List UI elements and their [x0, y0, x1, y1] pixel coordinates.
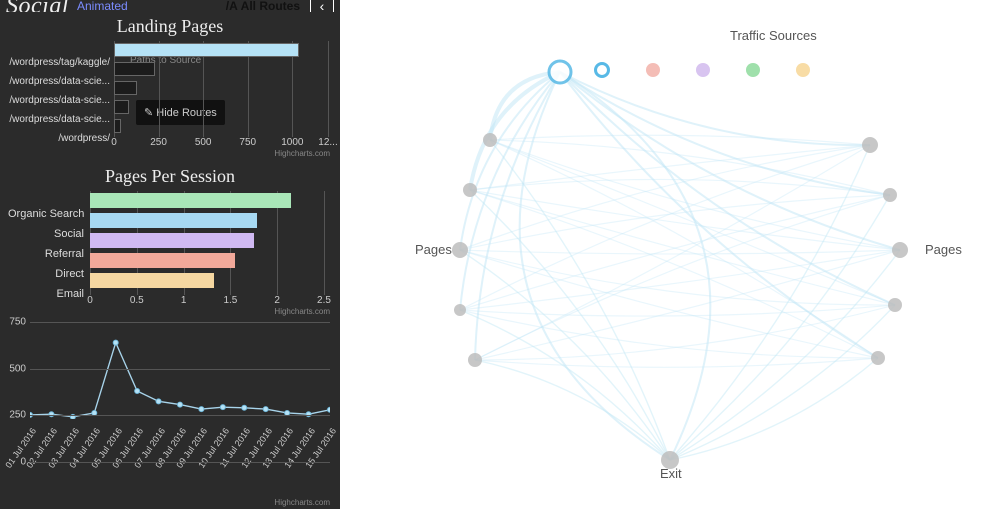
- collapse-button[interactable]: ‹: [310, 0, 334, 12]
- landing-bar-label: /wordpress/data-scie...: [8, 95, 114, 106]
- pps-title: Pages Per Session: [4, 166, 336, 187]
- pps-bar-label: Direct: [8, 268, 90, 280]
- topbar: Social Animated /A All Routes ‹: [0, 0, 340, 12]
- landing-xaxis: 0250500750100012...: [114, 137, 328, 151]
- chart-credit: Highcharts.com: [4, 498, 336, 507]
- landing-bar[interactable]: /wordpress/data-scie...: [114, 62, 155, 76]
- pps-bar-label: Social: [8, 228, 90, 240]
- pps-panel: Pages Per Session 00.511.522.5 Organic S…: [0, 162, 340, 320]
- landing-chart: 0250500750100012... /wordpress/tag/kaggl…: [114, 41, 328, 151]
- pps-xaxis: 00.511.522.5: [90, 295, 324, 309]
- pps-bar[interactable]: Direct: [90, 253, 235, 268]
- timeline-panel: 0250500750 01 Jul 201602 Jul 201603 Jul …: [0, 320, 340, 509]
- pps-bar[interactable]: Referral: [90, 233, 254, 248]
- landing-pages-panel: Landing Pages 0250500750100012... /wordp…: [0, 12, 340, 162]
- pps-bar-label: Referral: [8, 248, 90, 260]
- landing-bar[interactable]: /wordpress/tag/kaggle/: [114, 43, 299, 57]
- network-view[interactable]: Traffic Sources Pages Pages Exit: [340, 0, 1000, 509]
- landing-title: Landing Pages: [4, 16, 336, 37]
- landing-bar[interactable]: /wordpress/data-scie...: [114, 100, 129, 114]
- all-routes-toggle[interactable]: /A All Routes: [226, 0, 300, 12]
- landing-bar-label: /wordpress/data-scie...: [8, 76, 114, 87]
- landing-bar-label: /wordpress/tag/kaggle/: [8, 57, 114, 68]
- landing-bar-label: /wordpress/: [8, 133, 114, 144]
- timeline-chart: 0250500750 01 Jul 201602 Jul 201603 Jul …: [30, 322, 330, 462]
- landing-bar-label: /wordpress/data-scie...: [8, 114, 114, 125]
- network-svg: [340, 0, 1000, 509]
- sidebar: Social Animated /A All Routes ‹ Paths to…: [0, 0, 340, 509]
- pps-bar[interactable]: Social: [90, 213, 257, 228]
- pps-bar-label: Organic Search: [8, 208, 90, 220]
- landing-bar[interactable]: /wordpress/: [114, 119, 121, 133]
- pps-bar[interactable]: Email: [90, 273, 214, 288]
- chevron-left-icon: ‹: [320, 0, 325, 12]
- pps-bar-label: Email: [8, 288, 90, 300]
- animated-link[interactable]: Animated: [77, 0, 128, 12]
- timeline-xaxis: 01 Jul 201602 Jul 201603 Jul 201604 Jul …: [30, 426, 330, 466]
- pps-bar[interactable]: Organic Search: [90, 193, 291, 208]
- page-title: Social: [6, 0, 75, 12]
- pps-chart: 00.511.522.5 Organic Search Social Referra…: [90, 191, 324, 309]
- landing-bar[interactable]: /wordpress/data-scie...: [114, 81, 137, 95]
